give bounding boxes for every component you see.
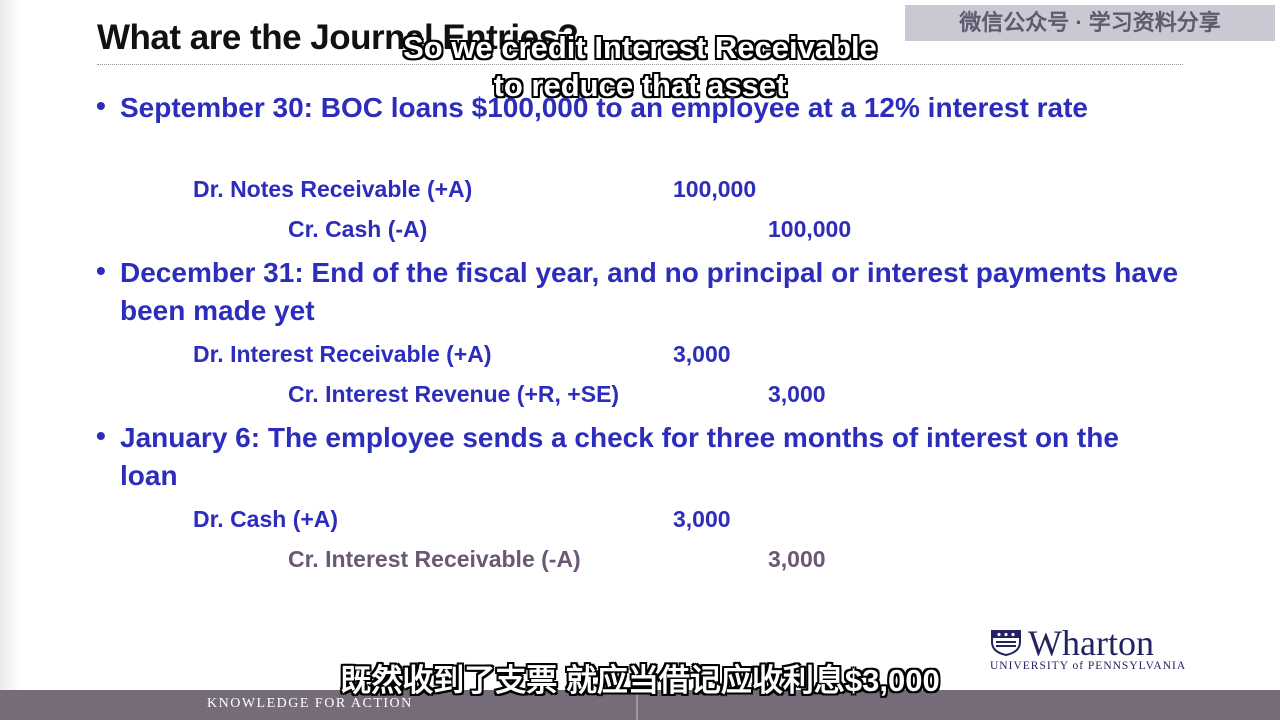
bullet-january-6: January 6: The employee sends a check fo… xyxy=(120,422,1119,491)
entry-credit-amount: 3,000 xyxy=(768,546,826,572)
entry-debit-amount: 3,000 xyxy=(673,341,731,367)
entry-credit-interest-revenue: Cr. Interest Revenue (+R, +SE) xyxy=(288,381,620,407)
wharton-logo: Wharton UNIVERSITY of PENNSYLVANIA xyxy=(988,623,1188,673)
slide-title: What are the Journal Entries? xyxy=(97,18,579,57)
bullet-september-30: September 30: BOC loans $100,000 to an e… xyxy=(120,92,1088,123)
footer-divider xyxy=(636,690,638,720)
entry-debit-notes-receivable: Dr. Notes Receivable (+A) xyxy=(193,176,473,202)
bullet-marker: • xyxy=(96,420,106,451)
entry-debit-cash: Dr. Cash (+A) xyxy=(193,506,339,532)
entry-credit-interest-receivable: Cr. Interest Receivable (-A) xyxy=(288,546,581,572)
footer-tagline: KNOWLEDGE FOR ACTION xyxy=(207,696,413,711)
entry-credit-cash: Cr. Cash (-A) xyxy=(288,216,428,242)
watermark-banner: 微信公众号 · 学习资料分享 xyxy=(905,5,1275,41)
bullet-december-31: December 31: End of the fiscal year, and… xyxy=(120,257,1179,326)
bullet-marker: • xyxy=(96,90,106,121)
subtitle-top-line-2: to reduce that asset xyxy=(493,68,787,103)
logo-subtitle: UNIVERSITY of PENNSYLVANIA xyxy=(990,660,1187,672)
entry-credit-amount: 100,000 xyxy=(768,216,852,242)
entry-debit-amount: 3,000 xyxy=(673,506,731,532)
left-gradient-strip xyxy=(0,0,22,690)
penn-shield-icon xyxy=(991,630,1021,656)
subtitle-top-line-1: So we credit Interest Receivable xyxy=(403,30,877,65)
subtitle-bottom-chinese: 既然收到了支票 就应当借记应收利息$3,000 xyxy=(340,663,940,698)
entry-debit-interest-receivable: Dr. Interest Receivable (+A) xyxy=(193,341,492,367)
bullet-marker: • xyxy=(96,255,106,286)
footer-bar: KNOWLEDGE FOR ACTION xyxy=(0,690,1280,720)
title-divider xyxy=(97,64,1183,65)
logo-wordmark: Wharton xyxy=(1028,623,1154,663)
entry-debit-amount: 100,000 xyxy=(673,176,757,202)
entry-credit-amount: 3,000 xyxy=(768,381,826,407)
